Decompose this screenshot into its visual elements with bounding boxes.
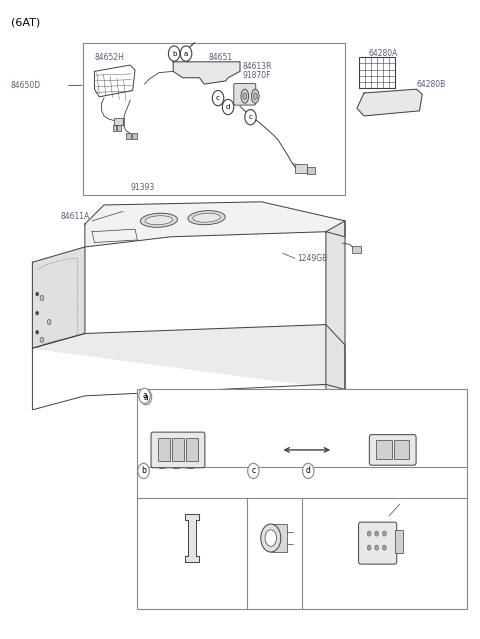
Circle shape	[138, 463, 149, 479]
Bar	[295, 164, 307, 173]
Circle shape	[40, 337, 44, 343]
Circle shape	[367, 531, 371, 536]
Text: 84651: 84651	[209, 53, 233, 62]
Circle shape	[168, 46, 180, 61]
Bar	[271, 524, 288, 552]
Bar	[172, 438, 184, 461]
Bar	[157, 438, 170, 461]
Text: (6AT): (6AT)	[11, 17, 40, 27]
Circle shape	[36, 292, 38, 296]
FancyBboxPatch shape	[234, 84, 256, 105]
Text: 84658N: 84658N	[155, 466, 185, 475]
Bar	[113, 125, 116, 130]
Text: 84652H: 84652H	[95, 53, 124, 62]
Bar	[83, 43, 345, 196]
Circle shape	[383, 531, 386, 536]
Text: 93351L: 93351L	[164, 410, 192, 419]
Text: c: c	[252, 466, 255, 475]
Text: 95120A: 95120A	[263, 466, 292, 475]
Circle shape	[36, 330, 38, 334]
Text: 96120L: 96120L	[383, 509, 410, 514]
Ellipse shape	[140, 213, 178, 227]
Polygon shape	[326, 221, 345, 397]
Bar	[394, 440, 409, 459]
Bar	[117, 125, 121, 130]
Bar	[132, 133, 137, 139]
Text: d: d	[226, 104, 230, 110]
Text: 1249GB: 1249GB	[297, 254, 327, 263]
FancyBboxPatch shape	[151, 432, 205, 468]
Ellipse shape	[243, 93, 247, 100]
Text: 64280B: 64280B	[417, 80, 446, 89]
Text: d: d	[306, 466, 311, 475]
Bar	[126, 133, 131, 139]
Circle shape	[212, 91, 224, 105]
Text: a: a	[142, 391, 147, 401]
Circle shape	[302, 463, 314, 479]
Text: 91393: 91393	[130, 183, 154, 192]
Ellipse shape	[261, 524, 281, 552]
Circle shape	[140, 390, 152, 404]
Text: c: c	[216, 95, 220, 101]
Text: a: a	[144, 392, 148, 402]
Circle shape	[383, 545, 386, 550]
Text: c: c	[249, 114, 252, 120]
Polygon shape	[185, 514, 199, 562]
Text: 84650D: 84650D	[11, 81, 41, 90]
Text: a: a	[184, 50, 188, 57]
Bar	[186, 438, 198, 461]
Text: 93335A: 93335A	[368, 410, 398, 419]
Text: 84613R: 84613R	[242, 62, 272, 71]
Circle shape	[375, 545, 379, 550]
Circle shape	[222, 100, 234, 114]
Polygon shape	[173, 62, 240, 84]
Circle shape	[245, 109, 256, 125]
Polygon shape	[357, 89, 422, 116]
Ellipse shape	[188, 211, 225, 225]
Bar	[114, 118, 124, 125]
Ellipse shape	[253, 93, 257, 100]
FancyBboxPatch shape	[369, 435, 416, 465]
Ellipse shape	[193, 213, 220, 222]
Bar	[307, 167, 315, 174]
Circle shape	[40, 295, 44, 300]
Circle shape	[36, 311, 38, 315]
Circle shape	[139, 389, 150, 403]
Circle shape	[180, 46, 192, 61]
Bar	[360, 58, 395, 88]
Ellipse shape	[265, 530, 276, 546]
Text: 64280A: 64280A	[369, 49, 398, 58]
Ellipse shape	[241, 89, 249, 103]
Bar	[137, 390, 467, 609]
Circle shape	[248, 463, 259, 479]
Text: 84611A: 84611A	[60, 212, 90, 221]
Circle shape	[375, 531, 379, 536]
Text: b: b	[172, 50, 176, 57]
Ellipse shape	[145, 216, 173, 225]
Text: 91870F: 91870F	[242, 71, 271, 80]
Circle shape	[47, 320, 51, 325]
FancyBboxPatch shape	[359, 522, 397, 564]
Polygon shape	[33, 247, 85, 348]
Bar	[395, 530, 404, 553]
Text: b: b	[141, 466, 146, 475]
Bar	[376, 440, 392, 459]
Circle shape	[367, 545, 371, 550]
Text: 96190Q: 96190Q	[383, 501, 412, 507]
Bar	[352, 246, 361, 253]
Ellipse shape	[252, 89, 259, 103]
Polygon shape	[85, 202, 345, 247]
Polygon shape	[33, 325, 345, 390]
